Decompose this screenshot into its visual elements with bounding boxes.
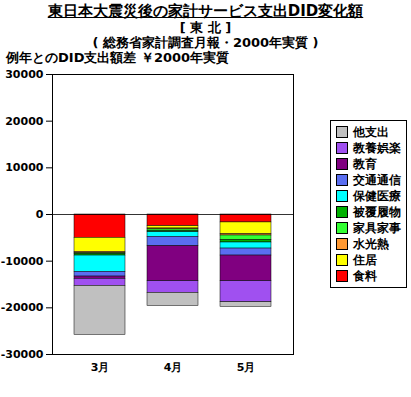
html-text:保健医療: 保健医療 [353, 189, 401, 203]
svg-text:-10000: -10000 [1, 255, 44, 268]
html-text:教養娯楽: 教養娯楽 [353, 141, 401, 155]
svg-text:3月: 3月 [91, 361, 110, 374]
html-text:被覆履物: 被覆履物 [353, 205, 401, 219]
html-text:家具家事: 家具家事 [353, 221, 401, 235]
svg-text:-20000: -20000 [1, 301, 44, 314]
html-text:東日本大震災後の家計サービス支出DID変化額: 東日本大震災後の家計サービス支出DID変化額 [47, 2, 364, 20]
html-text:[ 東 北 ]: [ 東 北 ] [179, 20, 232, 35]
html-text:他支出: 他支出 [353, 125, 389, 139]
svg-text:4月: 4月 [164, 361, 183, 374]
svg-text:30000: 30000 [5, 68, 44, 81]
html-text:食料: 食料 [353, 269, 377, 283]
html-text:例年とのDID支出額差 ￥2000年実質: 例年とのDID支出額差 ￥2000年実質 [6, 50, 230, 65]
html-text:( 総務省家計調査月報・2000年実質 ): ( 総務省家計調査月報・2000年実質 ) [92, 35, 319, 50]
svg-text:5月: 5月 [237, 361, 256, 374]
svg-text:20000: 20000 [5, 115, 44, 128]
svg-text:0: 0 [36, 208, 44, 221]
html-text:交通通信: 交通通信 [353, 173, 401, 187]
html-text:教育: 教育 [353, 157, 377, 171]
html-text:住居: 住居 [353, 253, 377, 267]
html-text:水光熱: 水光熱 [353, 237, 389, 251]
svg-text:10000: 10000 [5, 161, 44, 174]
svg-text:-30000: -30000 [1, 348, 44, 361]
